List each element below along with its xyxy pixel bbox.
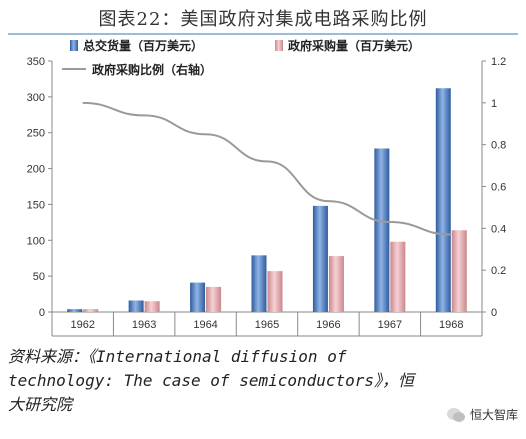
bar-total [190, 282, 206, 312]
bar-total [67, 309, 83, 312]
y-tick-label-left: 50 [33, 271, 45, 283]
bar-total [251, 255, 267, 312]
y-tick-label-left: 150 [27, 199, 45, 211]
y-tick-label-right: 0.4 [491, 223, 506, 235]
title-underline [8, 33, 518, 35]
y-tick-label-left: 250 [27, 128, 45, 140]
bar-total [435, 88, 451, 312]
y-tick-label-left: 0 [39, 307, 45, 319]
bar-government [144, 301, 160, 312]
watermark: 恒大智库 [446, 406, 518, 423]
bar-government [451, 230, 467, 312]
y-tick-label-right: 0.8 [491, 140, 506, 152]
bar-government [206, 286, 222, 312]
legend-total-label: 总交货量（百万美元） [83, 38, 203, 53]
legend-total-swatch [70, 40, 78, 51]
y-tick-label-right: 0.6 [491, 182, 506, 194]
legend-government-label: 政府采购量（百万美元） [288, 38, 420, 53]
y-tick-label-left: 300 [27, 92, 45, 104]
x-tick-label: 1963 [132, 319, 156, 331]
y-tick-label-right: 0 [491, 307, 497, 319]
bar-government [328, 256, 344, 312]
bar-government [390, 241, 406, 312]
bar-government [83, 309, 99, 312]
y-tick-label-right: 1 [491, 98, 497, 110]
x-tick-label: 1962 [70, 319, 94, 331]
bar-total [128, 300, 144, 312]
x-tick-label: 1965 [255, 319, 279, 331]
watermark-text: 恒大智库 [469, 408, 518, 422]
y-tick-label-left: 100 [27, 235, 45, 247]
title-bar: 图表22：美国政府对集成电路采购比例 [0, 0, 526, 36]
bar-total [312, 205, 328, 312]
figure-title: 图表22：美国政府对集成电路采购比例 [98, 9, 428, 30]
bar-total [374, 148, 390, 312]
y-tick-label-left: 200 [27, 164, 45, 176]
x-tick-label: 1964 [193, 319, 217, 331]
source-note: 资料来源：《International diffusion of technol… [8, 347, 415, 414]
legend-government-swatch [275, 40, 283, 51]
chart-svg: 0 50 100 150 200 250 300 350 0 0.2 0.4 0.6 0.8 1 1.2 19… [27, 38, 506, 337]
x-tick-label: 1966 [316, 319, 340, 331]
x-tick-label: 1967 [378, 319, 402, 331]
x-tick-label: 1968 [439, 319, 463, 331]
series-line-ratio [82, 101, 452, 236]
wechat-icon [446, 407, 465, 422]
bar-government [267, 271, 283, 312]
y-tick-label-left: 350 [27, 56, 45, 68]
y-tick-label-right: 1.2 [491, 56, 506, 68]
legend-ratio-label: 政府采购比例（右轴） [92, 62, 212, 77]
y-tick-label-right: 0.2 [491, 265, 506, 277]
